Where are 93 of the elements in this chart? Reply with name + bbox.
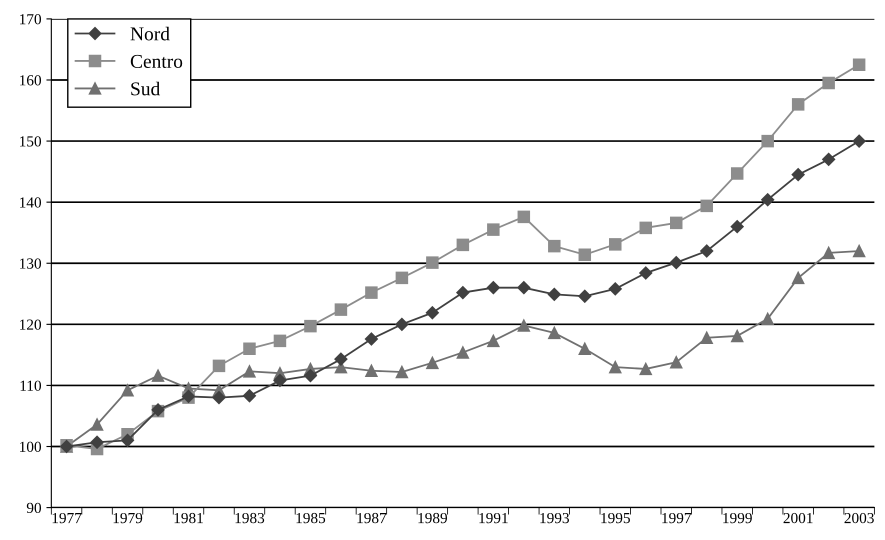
point [212,391,226,404]
point [456,346,470,359]
point [761,193,774,206]
point [548,240,561,252]
point [730,330,744,342]
point [609,360,622,374]
point [640,222,652,234]
point [700,200,713,212]
point [456,238,470,252]
point [730,220,744,234]
point [608,282,622,296]
y-tick-label: 150 [20,136,42,147]
point [700,244,714,258]
point [152,369,164,382]
point [852,134,866,148]
point [395,318,408,331]
point [334,352,348,366]
point [730,167,744,180]
legend-label: Nord [130,26,170,40]
x-tick-label: 1983 [236,512,264,524]
y-tick-label: 140 [20,197,42,208]
point [364,332,378,346]
point [578,290,592,303]
point [761,134,774,148]
point [487,334,500,348]
point [822,246,835,260]
x-tick-label: 1985 [296,512,326,524]
point [670,256,683,270]
point [90,418,104,431]
point [640,362,652,376]
x-tick-label: 1977 [52,512,82,524]
point [121,384,134,397]
point [273,374,287,388]
point [548,326,561,340]
point [120,434,134,447]
point [426,356,439,370]
point [548,288,561,301]
point [822,152,836,166]
point [700,332,713,344]
point [274,334,286,348]
point [396,366,408,378]
point [365,364,378,378]
legend-label: Centro [130,54,182,68]
x-tick-label: 1993 [540,512,569,524]
point [852,244,866,258]
x-tick-label: 1989 [418,512,448,524]
point [243,342,256,356]
point [792,168,805,182]
point [334,303,348,316]
point [670,356,682,368]
point [792,272,804,284]
point [518,319,530,332]
point [639,266,652,280]
point [212,360,226,372]
point [242,389,256,402]
y-tick-label: 100 [20,442,42,452]
point [822,76,835,90]
point [487,223,500,236]
y-tick-label: 170 [20,14,42,24]
point [304,369,318,382]
point [304,320,317,332]
point [90,436,104,449]
point [426,256,439,269]
x-tick-label: 2003 [844,512,874,524]
point [517,281,530,294]
y-tick-label: 110 [20,380,42,391]
point [761,312,774,326]
x-tick-label: 1991 [479,512,508,524]
point [518,210,530,224]
point [792,98,804,111]
y-tick-label: 160 [20,75,42,86]
x-tick-label: 1981 [174,512,203,524]
x-tick-label: 1979 [114,512,142,524]
y-tick-label: 130 [20,258,42,269]
point [670,216,682,230]
y-tick-label: 120 [20,319,42,330]
point [486,281,500,294]
y-tick-label: 90 [26,502,42,514]
point [456,286,470,300]
point [243,365,256,378]
x-tick-label: 1987 [357,512,386,524]
x-tick-label: 1997 [662,512,692,524]
point [365,286,378,299]
x-tick-label: 1995 [601,512,630,524]
x-tick-label: 2001 [784,512,813,524]
point [852,58,866,71]
point [578,248,592,261]
x-tick-label: 1999 [723,512,752,524]
point [426,306,439,320]
point [609,238,622,251]
legend-label: Sud [131,82,160,96]
point [578,342,592,356]
point [396,272,408,284]
